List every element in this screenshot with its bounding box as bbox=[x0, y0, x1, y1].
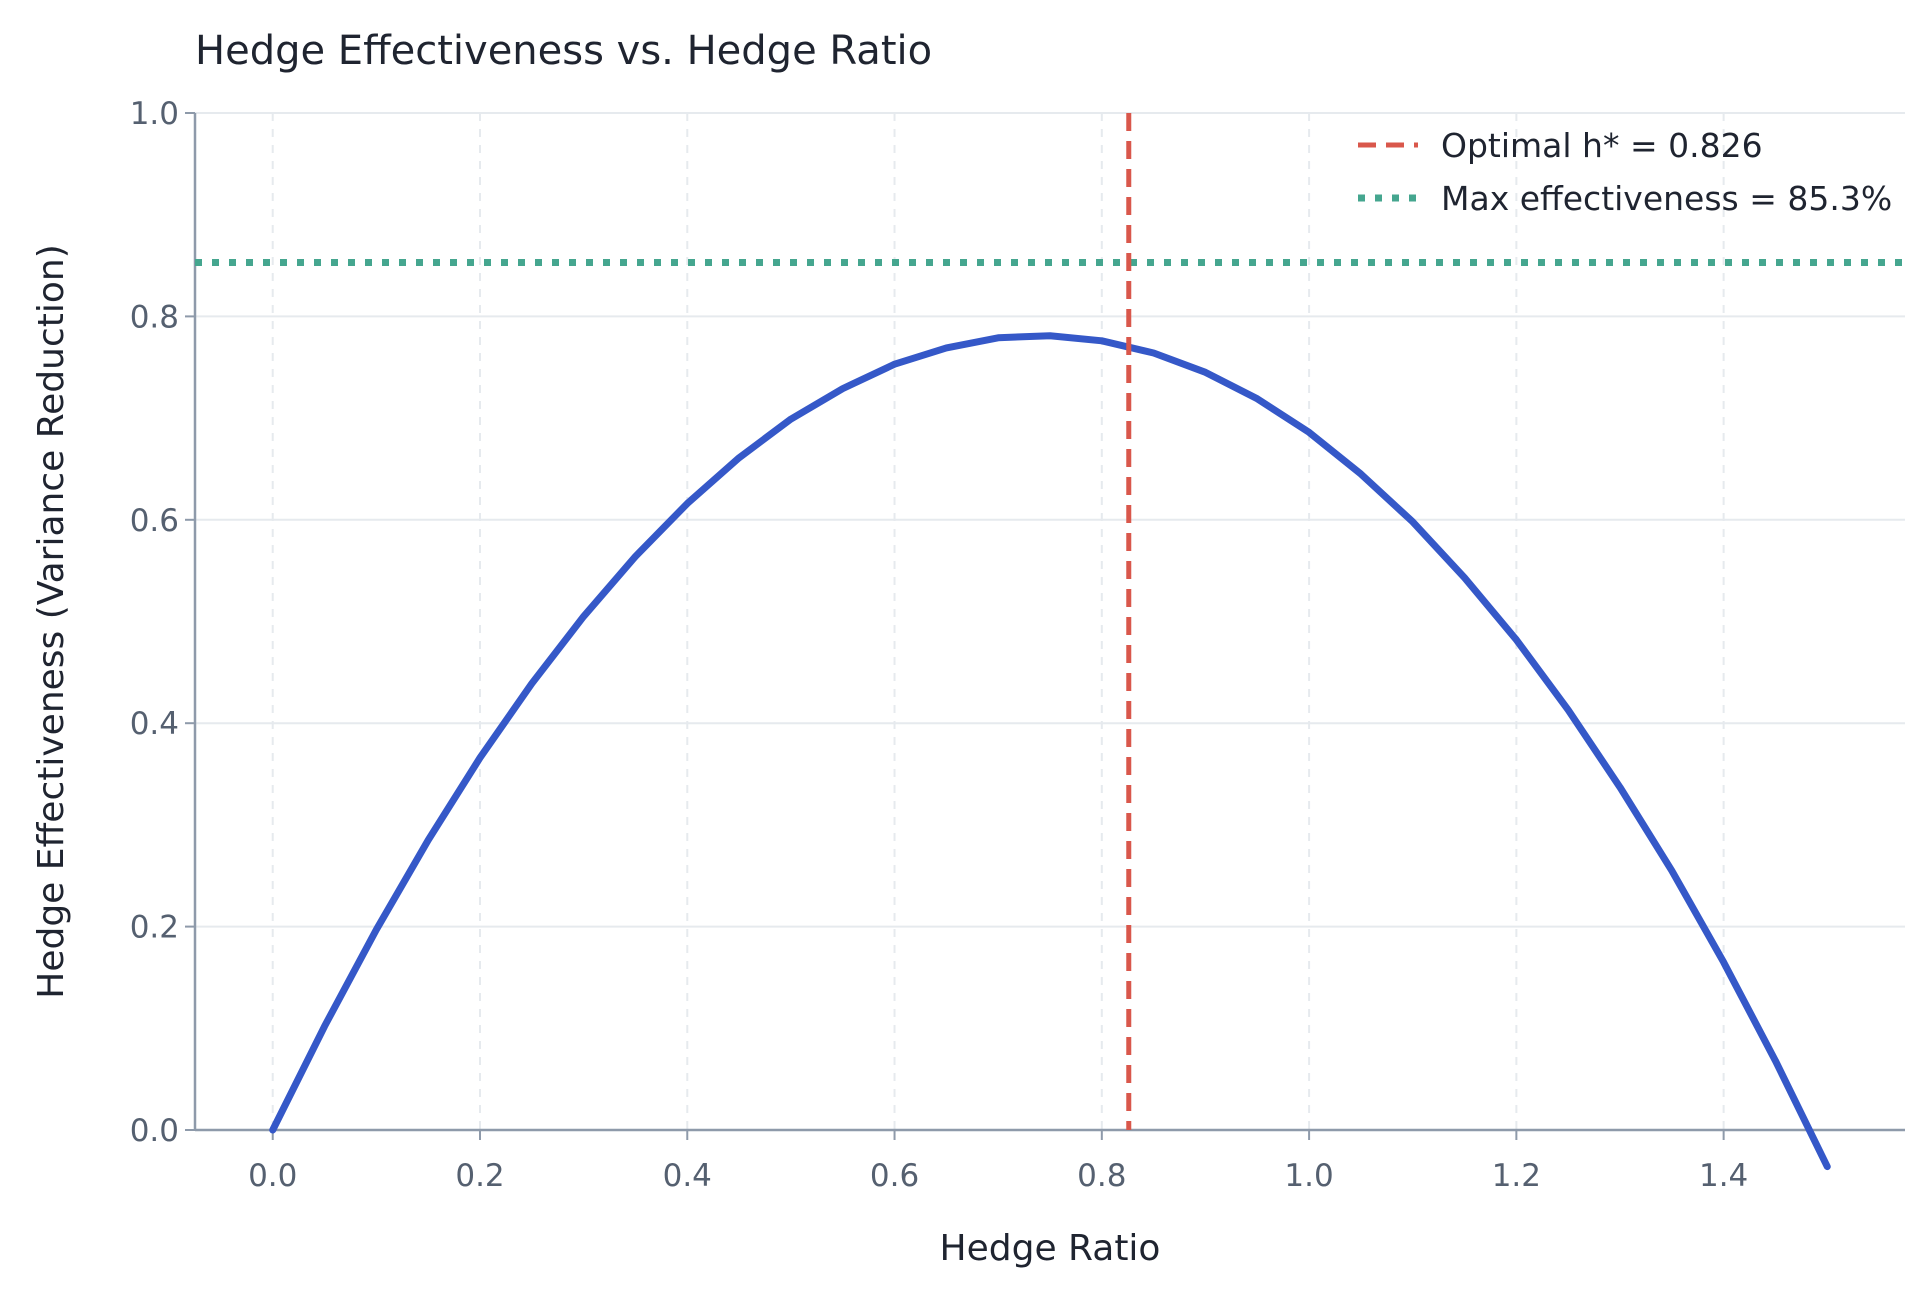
y-axis-label: Hedge Effectiveness (Variance Reduction) bbox=[31, 244, 72, 999]
x-tick-label-0: 0.0 bbox=[248, 1158, 297, 1194]
y-tick-label-1: 0.2 bbox=[130, 910, 179, 946]
x-tick-label-1: 0.2 bbox=[455, 1158, 504, 1194]
y-tick-label-4: 0.8 bbox=[130, 299, 179, 335]
x-tick-label-2: 0.4 bbox=[663, 1158, 712, 1194]
chart-title: Hedge Effectiveness vs. Hedge Ratio bbox=[195, 28, 932, 74]
x-tick-label-7: 1.4 bbox=[1699, 1158, 1748, 1194]
y-tick-label-3: 0.6 bbox=[130, 503, 179, 539]
axis-layer: 0.0 0.2 0.4 0.6 0.8 1.0 1.2 1.4 0.0 0.2 0.4 0.6 0.8 1… bbox=[130, 96, 1905, 1194]
y-tick-label-2: 0.4 bbox=[130, 706, 179, 742]
x-tick-label-5: 1.0 bbox=[1284, 1158, 1333, 1194]
series-line-effectiveness bbox=[269, 332, 1831, 1171]
x-axis-label: Hedge Ratio bbox=[940, 1228, 1161, 1269]
y-tick-label-5: 1.0 bbox=[130, 96, 179, 132]
y-tick-label-0: 0.0 bbox=[130, 1113, 179, 1149]
legend-label-optimal: Optimal h* = 0.826 bbox=[1441, 126, 1763, 165]
x-tick-label-4: 0.8 bbox=[1077, 1158, 1126, 1194]
x-tick-label-6: 1.2 bbox=[1492, 1158, 1541, 1194]
plot-layer bbox=[195, 113, 1905, 1171]
x-tick-label-3: 0.6 bbox=[870, 1158, 919, 1194]
legend: Optimal h* = 0.826 Max effectiveness = 85… bbox=[1358, 126, 1892, 218]
legend-label-max: Max effectiveness = 85.3% bbox=[1441, 179, 1892, 218]
